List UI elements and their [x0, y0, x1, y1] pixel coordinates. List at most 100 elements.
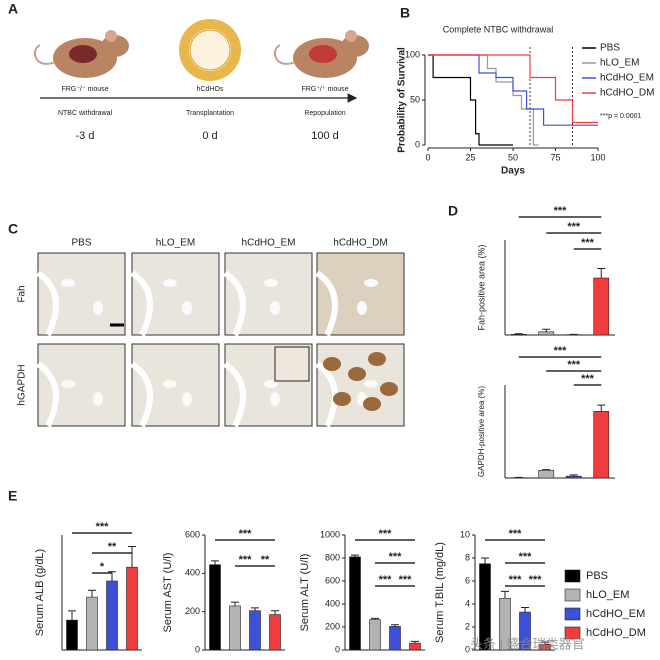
y-axis-label: Serum AST (U/l): [162, 553, 174, 633]
significance-label: **: [261, 554, 270, 566]
y-axis-label: Serum ALT (U/l): [299, 554, 311, 632]
lobe-edge: [223, 361, 246, 428]
error-bar: [514, 333, 523, 335]
bar: [66, 619, 78, 651]
inset: [274, 346, 310, 382]
vessel: [270, 301, 280, 315]
human-cell-cluster: [333, 392, 351, 406]
panel-label: C: [8, 221, 18, 237]
survival-curve: [428, 54, 513, 146]
significance-label: ***: [554, 345, 568, 357]
x-axis-label: Days: [501, 166, 525, 177]
lobe-edge: [130, 361, 153, 428]
bar: [229, 605, 241, 651]
schematic-caption: FRG⁺/⁺ mouse: [301, 86, 348, 93]
error-bar: [542, 469, 551, 471]
error-bar: [411, 640, 419, 644]
y-tick-label: 0: [335, 644, 340, 654]
organoid-inner: [189, 29, 231, 71]
significance-label: **: [108, 541, 117, 553]
histology-tile: [223, 343, 313, 428]
vessel: [182, 301, 192, 315]
histology-column: hCdHO_EM: [242, 238, 296, 249]
histology-tile: [130, 252, 220, 337]
y-tick-label: 4: [465, 598, 470, 608]
vessel: [163, 279, 177, 287]
lobe-edge: [130, 270, 153, 337]
significance-label: ***: [509, 528, 523, 540]
significance-label: ***: [519, 551, 533, 563]
y-axis-label: Serum T.BIL (mg/dL): [434, 542, 446, 643]
error-bar: [351, 554, 359, 557]
liver: [309, 45, 337, 63]
legend-label: PBS: [586, 570, 608, 582]
histology-tile: [36, 252, 126, 337]
lobe-edge: [315, 270, 338, 337]
y-tick-label: 6: [465, 575, 470, 585]
legend-swatch: [564, 607, 581, 621]
survival-curve: [428, 54, 598, 126]
lobe-edge: [36, 361, 59, 428]
y-tick-label: 600: [185, 529, 200, 539]
annotation: ***p = 0.0001: [600, 113, 642, 120]
error-bar: [391, 624, 399, 627]
significance-label: ***: [399, 574, 413, 586]
histology-column: hLO_EM: [156, 238, 195, 249]
y-tick-label: 800: [325, 552, 340, 562]
error-bar: [481, 557, 489, 564]
bar: [538, 469, 555, 479]
vessel: [357, 301, 367, 315]
significance-label: ***: [581, 237, 595, 249]
bar: [106, 580, 118, 651]
bar: [593, 277, 610, 336]
legend-label: PBS: [600, 43, 620, 54]
vessel: [61, 380, 75, 388]
vessel: [61, 279, 75, 287]
histology-tile: [315, 252, 405, 337]
legend-swatch: [564, 569, 581, 583]
error-bar: [251, 607, 259, 611]
schematic-step: Repopulation: [304, 110, 345, 117]
panel-label: A: [8, 1, 18, 17]
organoid: [179, 19, 241, 81]
error-bar: [271, 610, 279, 615]
bar: [369, 619, 381, 651]
error-bar: [211, 560, 219, 565]
error-bar: [231, 601, 239, 606]
y-axis-label: GAPDH-positive area (%): [477, 386, 486, 477]
vessel: [270, 392, 280, 406]
lobe-edge: [315, 361, 338, 428]
error-bar: [597, 404, 606, 412]
bar: [349, 556, 361, 651]
human-cell-cluster: [380, 382, 398, 396]
y-tick-label: 50: [410, 94, 420, 104]
histology-tile: [315, 343, 405, 428]
y-tick-label: 100: [405, 49, 420, 59]
significance-label: ***: [96, 521, 110, 533]
mouse-ear: [105, 30, 117, 42]
bar: [249, 610, 261, 651]
histology-tile: [223, 252, 313, 337]
bar: [389, 626, 401, 651]
significance-label: ***: [239, 528, 253, 540]
schematic-time: -3 d: [76, 130, 95, 142]
x-tick-label: 100: [590, 152, 605, 162]
vessel: [264, 279, 278, 287]
histology-row: Fah: [17, 285, 28, 302]
histology-column: PBS: [71, 238, 91, 249]
significance-label: ***: [567, 221, 581, 233]
human-cell-cluster: [323, 357, 341, 371]
vessel: [182, 392, 192, 406]
y-tick-label: 200: [325, 621, 340, 631]
lobe-edge: [223, 270, 246, 337]
mouse-tail: [34, 44, 56, 65]
schematic-caption: FRG⁻/⁻ mouse: [61, 86, 108, 93]
legend-label: hLO_EM: [586, 589, 629, 601]
significance-label: ***: [389, 551, 403, 563]
bar: [269, 614, 281, 651]
schematic-time: 0 d: [202, 130, 217, 142]
human-cell-cluster: [348, 367, 366, 381]
bar: [409, 642, 421, 651]
error-bar: [541, 641, 549, 645]
histology-row: hGAPDH: [17, 364, 28, 405]
